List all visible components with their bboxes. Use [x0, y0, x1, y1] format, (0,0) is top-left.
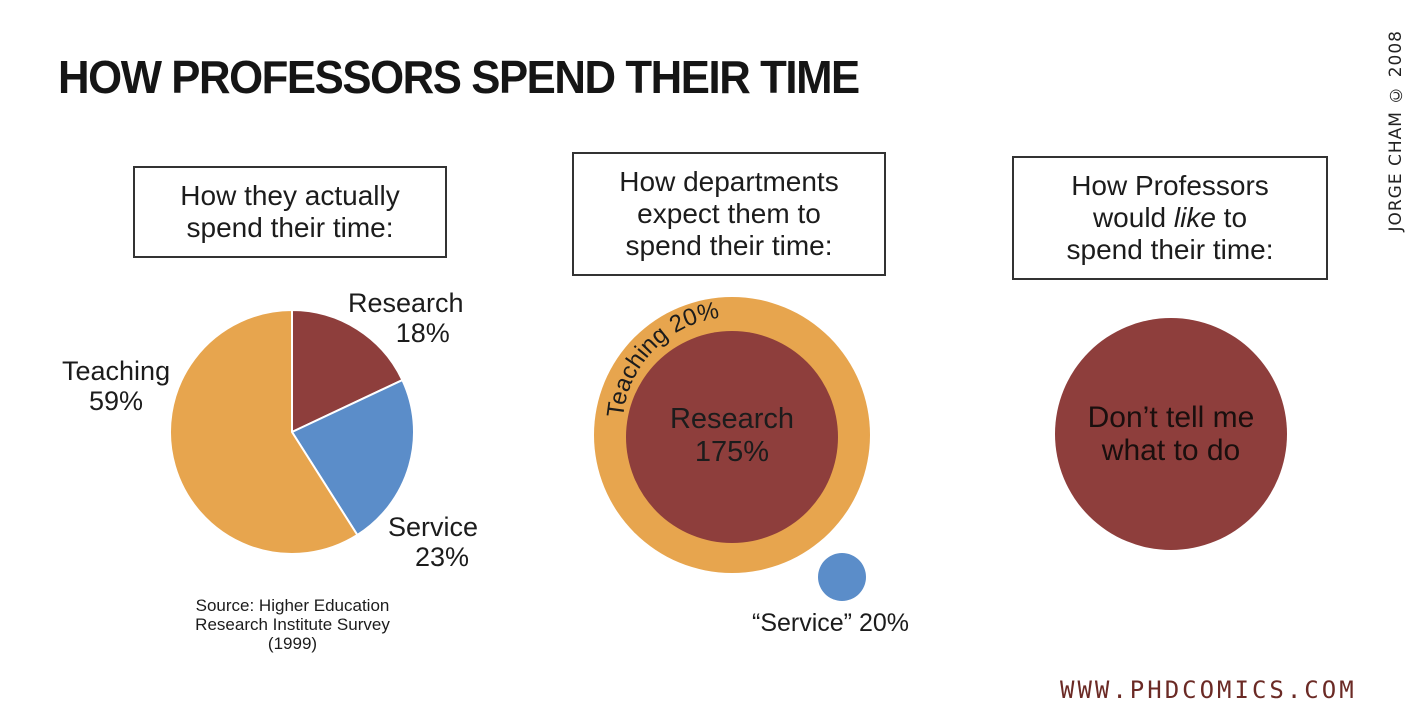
research-value: 18%: [395, 318, 450, 348]
header-text: to: [1215, 202, 1248, 233]
pie-slice-teaching: [169, 308, 359, 555]
header-line: spend their time:: [186, 212, 394, 243]
service-label: Service 23%: [388, 512, 478, 572]
research-expect-name: Research: [669, 403, 795, 435]
header-line: would like to: [1014, 202, 1326, 234]
research-name: Research: [348, 288, 464, 318]
pie-chart: [169, 308, 416, 555]
wish-label: Don’t tell me what to do: [1055, 401, 1287, 467]
header-line: spend their time:: [625, 230, 833, 261]
teaching-label: Teaching 59%: [62, 356, 170, 416]
header-line: How Professors: [1071, 170, 1269, 201]
service-expect-label: “Service” 20%: [752, 609, 909, 637]
teaching-value: 59%: [89, 386, 144, 416]
header-text: would: [1092, 202, 1174, 233]
wish-research-circle: [1055, 318, 1287, 550]
header-line: spend their time:: [1066, 234, 1274, 265]
website-url: WWW.PHDCOMICS.COM: [1060, 676, 1357, 704]
service-value: 23%: [414, 542, 470, 572]
source-line: Source: Higher Education: [195, 596, 390, 615]
source-note: Source: Higher Education Research Instit…: [160, 596, 425, 653]
wish-chart-header: How Professors would like to spend their…: [1012, 156, 1328, 280]
research-expect-value: 175%: [694, 436, 770, 468]
service-circle: [818, 553, 866, 601]
research-label: Research 18%: [348, 288, 464, 348]
service-name: Service: [388, 512, 479, 542]
wish-line: what to do: [1101, 434, 1241, 467]
expectation-chart-header: How departments expect them to spend the…: [572, 152, 886, 276]
pie-slice-research: [291, 308, 404, 434]
teaching-name: Teaching: [62, 356, 171, 386]
header-line: How they actually: [180, 180, 400, 211]
page-title: HOW PROFESSORS SPEND THEIR TIME: [58, 51, 860, 103]
header-line: How departments: [619, 166, 839, 197]
research-expect-label: Research 175%: [632, 403, 832, 469]
source-line: Research Institute Survey: [195, 615, 390, 634]
source-line: (1999): [267, 634, 318, 653]
pie-chart-header: How they actually spend their time:: [133, 166, 447, 258]
pie-slice-service: [290, 378, 416, 537]
header-line: expect them to: [637, 198, 821, 229]
author-credit: JORGE CHAM © 2008: [1386, 30, 1406, 232]
header-emphasis: like: [1173, 202, 1216, 233]
wish-line: Don’t tell me: [1087, 401, 1255, 434]
research-circle: [626, 331, 838, 543]
